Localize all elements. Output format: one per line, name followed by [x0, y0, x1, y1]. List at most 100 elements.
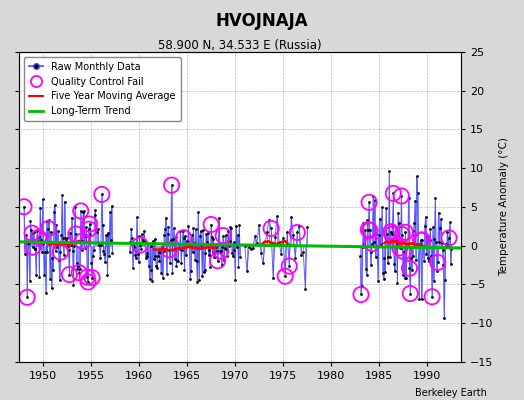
Point: [295, 223, 303, 229]
Point: [206, 264, 214, 270]
Point: [214, 241, 223, 248]
Point: [265, 217, 274, 223]
Point: [222, 232, 230, 238]
Point: [25, 240, 33, 247]
Point: [221, 245, 229, 251]
Point: [207, 221, 215, 228]
Point: [230, 246, 238, 253]
Point: [216, 248, 225, 254]
Point: [426, 226, 434, 232]
Point: [65, 271, 73, 278]
Point: [28, 230, 36, 236]
Point: [409, 253, 417, 260]
Point: [400, 274, 409, 281]
Point: [176, 246, 184, 252]
Point: [137, 231, 146, 237]
Point: [135, 233, 144, 240]
Point: [447, 246, 456, 252]
Point: [226, 224, 235, 230]
Text: HVOJNAJA: HVOJNAJA: [216, 12, 308, 30]
Point: [102, 232, 110, 238]
Point: [398, 231, 407, 238]
Point: [83, 274, 91, 280]
Point: [411, 198, 419, 204]
Point: [189, 225, 198, 231]
Point: [91, 207, 100, 214]
Point: [179, 228, 187, 234]
Point: [378, 204, 386, 210]
Point: [28, 230, 36, 236]
Point: [245, 244, 253, 251]
Point: [219, 232, 227, 239]
Point: [423, 233, 431, 239]
Point: [106, 237, 115, 243]
Point: [379, 270, 387, 276]
Point: [71, 203, 79, 210]
Point: [241, 243, 249, 250]
Point: [90, 247, 98, 253]
Point: [85, 221, 94, 227]
Point: [379, 276, 388, 282]
Point: [136, 242, 144, 248]
Point: [43, 249, 52, 256]
Point: [395, 220, 403, 226]
Point: [143, 250, 151, 257]
Point: [410, 220, 419, 226]
Point: [269, 275, 277, 282]
Point: [375, 232, 383, 239]
Point: [161, 226, 169, 232]
Point: [196, 228, 205, 234]
Point: [50, 208, 58, 215]
Point: [174, 241, 183, 247]
Point: [436, 216, 445, 222]
Point: [209, 236, 217, 242]
Point: [27, 227, 36, 234]
Point: [146, 242, 155, 249]
Point: [56, 277, 64, 284]
Point: [418, 237, 427, 243]
Point: [94, 226, 102, 232]
Point: [419, 244, 428, 250]
Point: [363, 217, 372, 223]
Point: [368, 240, 376, 247]
Point: [205, 247, 214, 254]
Point: [428, 294, 436, 300]
Point: [85, 221, 94, 227]
Point: [387, 228, 395, 235]
Point: [357, 291, 365, 298]
Point: [72, 260, 81, 266]
Point: [179, 234, 188, 241]
Point: [385, 168, 394, 174]
Point: [421, 214, 430, 220]
Point: [44, 225, 52, 232]
Point: [35, 234, 43, 241]
Point: [396, 245, 405, 252]
Point: [201, 250, 210, 257]
Point: [164, 224, 172, 230]
Point: [78, 246, 86, 253]
Point: [58, 192, 66, 198]
Point: [181, 233, 190, 239]
Point: [166, 260, 174, 266]
Point: [368, 240, 376, 247]
Point: [94, 240, 103, 247]
Point: [285, 263, 293, 269]
Point: [32, 272, 40, 278]
Point: [415, 296, 423, 302]
Point: [97, 191, 106, 198]
Point: [158, 275, 167, 281]
Point: [271, 234, 279, 240]
Point: [357, 291, 365, 298]
Point: [42, 218, 51, 224]
Point: [81, 245, 89, 251]
Point: [31, 246, 39, 252]
Point: [176, 228, 184, 234]
Point: [97, 242, 105, 248]
Point: [235, 222, 244, 228]
Point: [60, 199, 69, 205]
Point: [47, 285, 56, 292]
Point: [174, 258, 182, 264]
Point: [251, 232, 259, 239]
Point: [170, 225, 178, 232]
Point: [141, 239, 149, 246]
